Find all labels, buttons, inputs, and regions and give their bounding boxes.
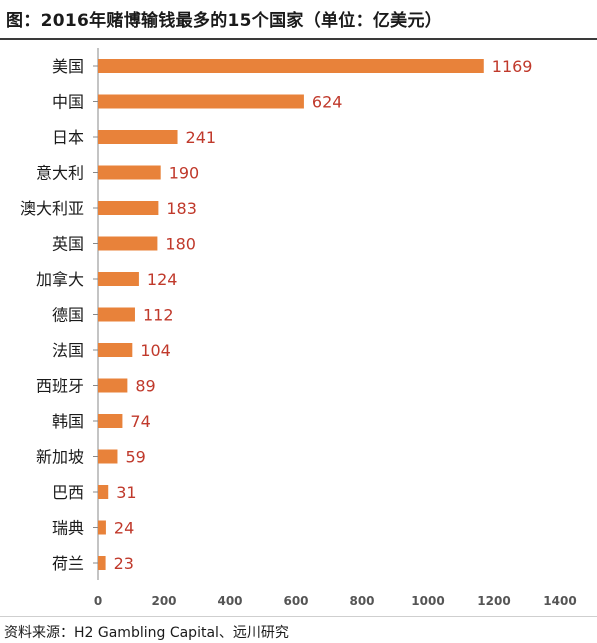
category-label: 中国 xyxy=(52,93,84,112)
bar xyxy=(98,272,139,286)
bar xyxy=(98,307,135,322)
value-label: 31 xyxy=(116,483,136,502)
bar xyxy=(98,520,106,535)
bar xyxy=(98,378,128,393)
value-label: 241 xyxy=(186,128,217,147)
bar xyxy=(98,556,106,570)
bar xyxy=(98,449,118,464)
chart-title: 图：2016年赌博输钱最多的15个国家（单位：亿美元） xyxy=(6,11,443,31)
category-label: 德国 xyxy=(52,306,84,325)
value-label: 74 xyxy=(130,412,150,431)
x-tick-label: 1400 xyxy=(543,594,576,608)
category-label: 西班牙 xyxy=(36,377,84,396)
value-label: 180 xyxy=(165,235,196,254)
bar xyxy=(98,236,158,251)
category-label: 新加坡 xyxy=(36,448,84,467)
value-label: 112 xyxy=(143,306,174,325)
source-note: 资料来源：H2 Gambling Capital、远川研究 xyxy=(4,625,289,641)
x-tick-label: 800 xyxy=(349,594,374,608)
x-tick-label: 400 xyxy=(217,594,242,608)
x-tick-label: 1000 xyxy=(411,594,444,608)
bar xyxy=(98,94,304,109)
x-tick-label: 0 xyxy=(94,594,102,608)
value-label: 23 xyxy=(114,554,134,573)
category-label: 英国 xyxy=(52,235,84,254)
value-label: 1169 xyxy=(492,57,533,76)
value-label: 24 xyxy=(114,519,134,538)
category-label: 美国 xyxy=(52,57,84,76)
category-label: 意大利 xyxy=(36,164,84,183)
value-label: 104 xyxy=(140,341,171,360)
bar-chart: 美国 1169 中国 624 日本 241 意大利 190 澳大利亚 183 英国 180 加拿大 124… xyxy=(20,48,577,608)
bar xyxy=(98,59,484,73)
value-label: 124 xyxy=(147,270,178,289)
value-label: 59 xyxy=(125,448,145,467)
bar xyxy=(98,343,133,357)
value-label: 190 xyxy=(169,164,200,183)
footer-divider xyxy=(0,616,597,617)
category-label: 巴西 xyxy=(52,483,84,502)
title-divider xyxy=(0,38,597,40)
bar xyxy=(98,485,109,499)
category-label: 韩国 xyxy=(52,412,84,431)
category-label: 瑞典 xyxy=(52,519,84,538)
category-label: 加拿大 xyxy=(36,270,84,289)
category-label: 日本 xyxy=(52,128,84,147)
bar xyxy=(98,414,123,428)
category-label: 法国 xyxy=(52,341,84,360)
x-tick-label: 1200 xyxy=(477,594,510,608)
value-label: 89 xyxy=(135,377,155,396)
bar xyxy=(98,130,178,144)
bar xyxy=(98,201,159,215)
x-tick-label: 600 xyxy=(283,594,308,608)
category-label: 澳大利亚 xyxy=(20,199,84,218)
bar xyxy=(98,165,161,180)
category-label: 荷兰 xyxy=(52,554,84,573)
value-label: 183 xyxy=(166,199,197,218)
x-tick-label: 200 xyxy=(151,594,176,608)
value-label: 624 xyxy=(312,93,343,112)
